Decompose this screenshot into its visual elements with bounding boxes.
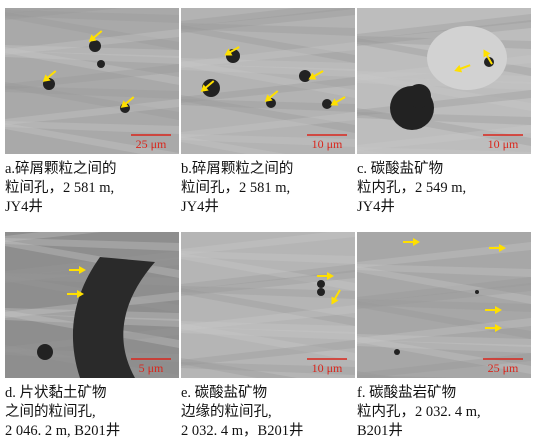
caption: f. 碳酸盐岩矿物粒内孔，2 032. 4 m,B201井 <box>357 384 531 441</box>
caption: d. 片状黏土矿物之间的粒间孔,2 046. 2 m, B201井 <box>5 384 179 441</box>
pore <box>89 40 101 52</box>
caption-line: b.碎屑颗粒之间的 <box>181 160 355 179</box>
caption-line: 边缘的粒间孔, <box>181 403 355 422</box>
caption-line: JY4井 <box>181 198 355 217</box>
caption-line: B201井 <box>357 422 531 441</box>
scale-bar-label: 10 μm <box>312 361 343 375</box>
scale-bar-label: 10 μm <box>488 137 519 151</box>
pore <box>299 70 311 82</box>
caption: e. 碳酸盐矿物边缘的粒间孔,2 032. 4 m，B201井 <box>181 384 355 441</box>
caption-line: JY4井 <box>357 198 531 217</box>
sem-image: 25 μm <box>5 8 179 154</box>
scale-bar-label: 10 μm <box>312 137 343 151</box>
sem-image: 10 μm <box>357 8 531 154</box>
sem-image: 10 μm <box>181 8 355 154</box>
pore <box>317 288 325 296</box>
pore <box>317 280 325 288</box>
sem-image: 25 μm <box>357 232 531 378</box>
figure-panel: 25 μm f. 碳酸盐岩矿物粒内孔，2 032. 4 m,B201井 <box>357 232 531 441</box>
caption-line: a.碎屑颗粒之间的 <box>5 160 179 179</box>
scale-bar-label: 5 μm <box>139 361 164 375</box>
caption-line: 粒内孔，2 032. 4 m, <box>357 403 531 422</box>
figure-panel: 5 μm d. 片状黏土矿物之间的粒间孔,2 046. 2 m, B201井 <box>5 232 179 441</box>
pore <box>475 290 479 294</box>
sem-image: 10 μm <box>181 232 355 378</box>
sem-image: 5 μm <box>5 232 179 378</box>
figure-panel: 25 μm a.碎屑颗粒之间的粒间孔，2 581 m,JY4井 <box>5 8 179 217</box>
pore <box>407 84 431 108</box>
caption-line: d. 片状黏土矿物 <box>5 384 179 403</box>
caption-line: c. 碳酸盐矿物 <box>357 160 531 179</box>
scale-bar-label: 25 μm <box>488 361 519 375</box>
caption-line: 之间的粒间孔, <box>5 403 179 422</box>
figure-panel: 10 μm c. 碳酸盐矿物粒内孔，2 549 m,JY4井 <box>357 8 531 217</box>
figure-panel: 10 μm b.碎屑颗粒之间的粒间孔，2 581 m,JY4井 <box>181 8 355 217</box>
caption-line: 2 032. 4 m，B201井 <box>181 422 355 441</box>
caption-line: 2 046. 2 m, B201井 <box>5 422 179 441</box>
caption-line: JY4井 <box>5 198 179 217</box>
caption-line: e. 碳酸盐矿物 <box>181 384 355 403</box>
caption-line: 粒间孔，2 581 m, <box>5 179 179 198</box>
caption-line: f. 碳酸盐岩矿物 <box>357 384 531 403</box>
figure-panel: 10 μm e. 碳酸盐矿物边缘的粒间孔,2 032. 4 m，B201井 <box>181 232 355 441</box>
caption: b.碎屑颗粒之间的粒间孔，2 581 m,JY4井 <box>181 160 355 217</box>
pore <box>322 99 332 109</box>
caption-line: 粒间孔，2 581 m, <box>181 179 355 198</box>
mineral-grain <box>427 26 507 90</box>
pore <box>394 349 400 355</box>
figure-page: {"panels": [ {"scale_bar": "25 μm", "cap… <box>0 0 536 445</box>
scale-bar-label: 25 μm <box>136 137 167 151</box>
pore <box>97 60 105 68</box>
caption-line: 粒内孔，2 549 m, <box>357 179 531 198</box>
caption: a.碎屑颗粒之间的粒间孔，2 581 m,JY4井 <box>5 160 179 217</box>
caption: c. 碳酸盐矿物粒内孔，2 549 m,JY4井 <box>357 160 531 217</box>
pore <box>37 344 53 360</box>
